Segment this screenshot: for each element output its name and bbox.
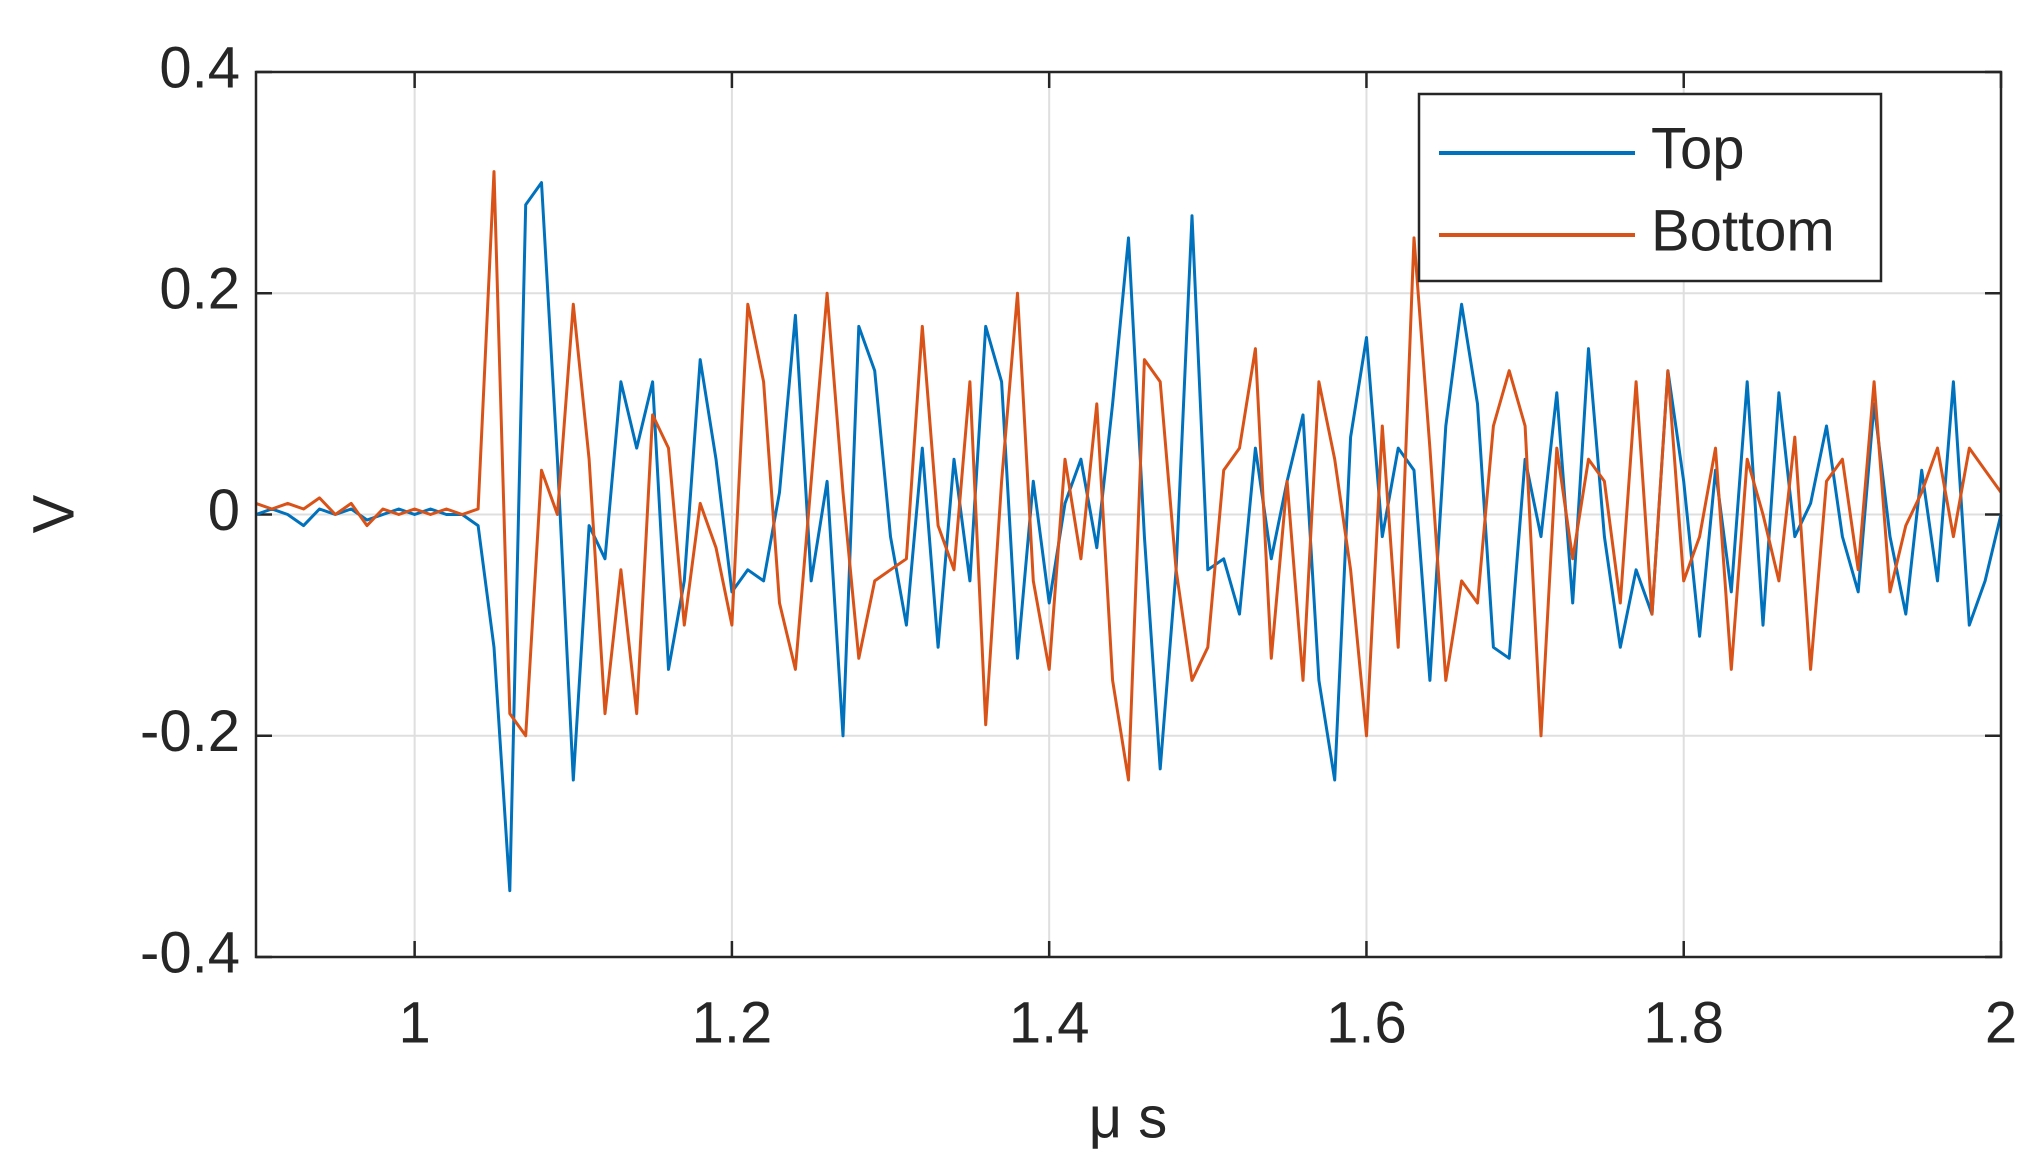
y-axis-label: V xyxy=(21,494,86,533)
axes-box xyxy=(254,70,2003,959)
y-tick-label: 0 xyxy=(208,478,240,543)
y-tick-label: 0.4 xyxy=(159,35,240,100)
x-tick-label: 1.8 xyxy=(1643,990,1724,1055)
data-line xyxy=(255,181,2003,893)
legend-label: Top xyxy=(1651,116,1745,181)
x-tick-label: 1.2 xyxy=(692,990,773,1055)
x-tick-label: 1.6 xyxy=(1326,990,1407,1055)
x-axis-label: μ s xyxy=(1089,1085,1168,1150)
y-tick-label: -0.4 xyxy=(140,920,240,985)
x-tick-label: 1 xyxy=(399,990,431,1055)
x-tick-label: 1.4 xyxy=(1009,990,1090,1055)
data-line xyxy=(255,170,2003,782)
y-tick-label: 0.2 xyxy=(159,257,240,322)
y-tick-label: -0.2 xyxy=(140,699,240,764)
legend-box xyxy=(1417,92,1883,283)
legend-label: Bottom xyxy=(1651,198,1835,263)
x-tick-label: 2 xyxy=(1985,990,2017,1055)
